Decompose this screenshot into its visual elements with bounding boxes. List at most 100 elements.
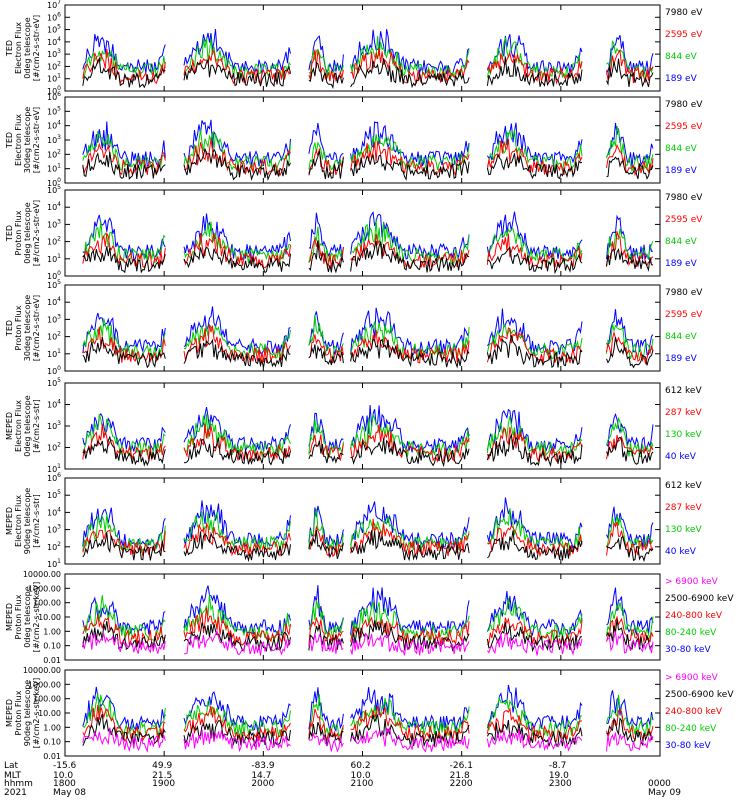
legend-entry: 80-240 keV: [665, 628, 717, 638]
y-tick-label: 104: [47, 296, 61, 307]
y-tick-label: 103: [47, 420, 61, 431]
x-axis-tick-label: 2200: [450, 779, 473, 789]
panel-ted-electron-30deg: 100 101 102 103 104 105 106 TED Electron Flux 30d…: [5, 91, 703, 188]
x-axis-tick-label: 21.8: [450, 771, 470, 781]
y-tick-label: 10000.00: [23, 666, 61, 675]
series-trace: [82, 726, 654, 753]
series-trace: [82, 434, 654, 468]
legend-entry: 844 eV: [665, 144, 698, 154]
legend-entry: 240-800 keV: [665, 611, 723, 621]
y-tick-label: 101: [47, 253, 61, 264]
y-tick-label: 1000.00: [28, 680, 61, 689]
legend-entry: 844 eV: [665, 332, 698, 342]
y-axis-label: Electron Flux: [14, 114, 23, 166]
y-tick-label: 106: [47, 91, 61, 102]
legend-entry: 189 eV: [665, 259, 698, 269]
y-tick-label: 103: [47, 313, 61, 324]
legend-entry: > 6900 keV: [665, 673, 719, 683]
x-axis-row-label: 2021: [4, 788, 27, 798]
y-tick-label: 1.00: [43, 723, 61, 732]
y-axis-label: [#/cm2-s-str]: [32, 399, 41, 452]
legend-entry: 2500-6900 keV: [665, 594, 734, 604]
x-axis-tick-label: 10.0: [53, 771, 73, 781]
y-axis-label: Proton Flux: [14, 305, 23, 350]
legend-entry: 2595 eV: [665, 215, 703, 225]
y-axis-label: [#/cm2-s-str]: [32, 494, 41, 547]
y-tick-label: 102: [47, 148, 61, 159]
x-axis-tick-label: 49.9: [152, 761, 172, 771]
legend-entry: 130 keV: [665, 525, 702, 535]
y-tick-label: 106: [47, 472, 61, 483]
y-tick-label: 100: [47, 365, 61, 376]
y-tick-label: 105: [47, 489, 61, 500]
y-tick-label: 105: [47, 184, 61, 195]
y-tick-label: 104: [47, 120, 61, 131]
x-axis-tick-label: May 09: [648, 788, 681, 798]
x-axis-tick-label: May 08: [53, 788, 86, 798]
series-trace: [82, 693, 654, 738]
y-tick-label: 104: [47, 36, 61, 47]
x-axis-row-label: MLT: [4, 771, 22, 781]
legend-entry: 612 keV: [665, 386, 702, 396]
y-tick-label: 0.10: [43, 738, 61, 747]
x-axis-tick-label: 2300: [549, 779, 572, 789]
y-tick-label: 102: [47, 442, 61, 453]
y-axis-label: [#/cm2-s-str-keV]: [32, 582, 41, 653]
y-tick-label: 102: [47, 236, 61, 247]
x-axis-tick-label: 1800: [53, 779, 76, 789]
y-tick-label: 0.10: [43, 642, 61, 651]
y-tick-label: 105: [47, 377, 61, 388]
series-trace: [82, 126, 654, 173]
series-trace: [82, 518, 654, 558]
series-trace: [82, 629, 654, 656]
y-tick-label: 1.00: [43, 627, 61, 636]
panel-ted-proton-0deg: 100 101 102 103 104 105 TED Proton Flux 0deg tel…: [5, 184, 703, 281]
y-axis-label: [#/cm2-s-str-eV]: [32, 200, 41, 266]
y-axis-label: MEPED: [5, 603, 14, 631]
legend-entry: 2595 eV: [665, 310, 703, 320]
panel-ted-proton-30deg: 100 101 102 103 104 105 TED Proton Flux 30deg te…: [5, 279, 703, 376]
y-tick-label: 100.00: [33, 599, 61, 608]
x-axis-tick-label: 21.5: [152, 771, 172, 781]
legend-entry: 30-80 keV: [665, 645, 711, 655]
y-tick-label: 100: [47, 177, 61, 188]
x-axis-tick-label: -15.6: [53, 761, 77, 771]
y-tick-label: 106: [47, 11, 61, 22]
legend-entry: 7980 eV: [665, 100, 703, 110]
y-axis-label: [#/cm2-s-str-eV]: [32, 295, 41, 361]
y-tick-label: 105: [47, 105, 61, 116]
y-tick-label: 103: [47, 134, 61, 145]
series-trace: [82, 56, 654, 90]
y-tick-label: 100.00: [33, 695, 61, 704]
y-tick-label: 10000.00: [23, 570, 61, 579]
y-tick-label: 0.01: [43, 752, 61, 761]
y-axis-label: 30deg telescope: [23, 295, 32, 362]
y-tick-label: 105: [47, 279, 61, 290]
y-tick-label: 104: [47, 506, 61, 517]
series-trace: [82, 231, 654, 270]
legend-entry: 7980 eV: [665, 8, 703, 18]
legend-entry: 130 keV: [665, 430, 702, 440]
x-axis-tick-label: -26.1: [450, 761, 473, 771]
series-trace: [82, 594, 654, 641]
legend-entry: 2595 eV: [665, 122, 703, 132]
y-tick-label: 104: [47, 201, 61, 212]
series-trace: [82, 713, 654, 748]
x-axis-tick-label: 0000: [648, 779, 671, 789]
y-tick-label: 0.01: [43, 656, 61, 665]
legend-entry: 287 keV: [665, 408, 702, 418]
legend-entry: 40 keV: [665, 547, 697, 557]
y-axis-label: Electron Flux: [14, 495, 23, 547]
legend-entry: 80-240 keV: [665, 724, 717, 734]
x-axis-tick-label: 60.2: [351, 761, 371, 771]
series-trace: [82, 423, 654, 463]
panel-meped-proton-0deg: 0.01 0.10 1.00 10.00 100.00 1000.00 10000.00 ME…: [5, 570, 734, 665]
y-tick-label: 105: [47, 24, 61, 35]
y-axis-label: [#/cm2-s-str-eV]: [32, 15, 41, 81]
y-tick-label: 107: [47, 0, 61, 10]
panel-meped-electron-90deg: 101 102 103 104 105 106 MEPED Electron Flux 90de…: [5, 472, 702, 569]
y-tick-label: 101: [47, 163, 61, 174]
y-tick-label: 10.00: [38, 709, 61, 718]
